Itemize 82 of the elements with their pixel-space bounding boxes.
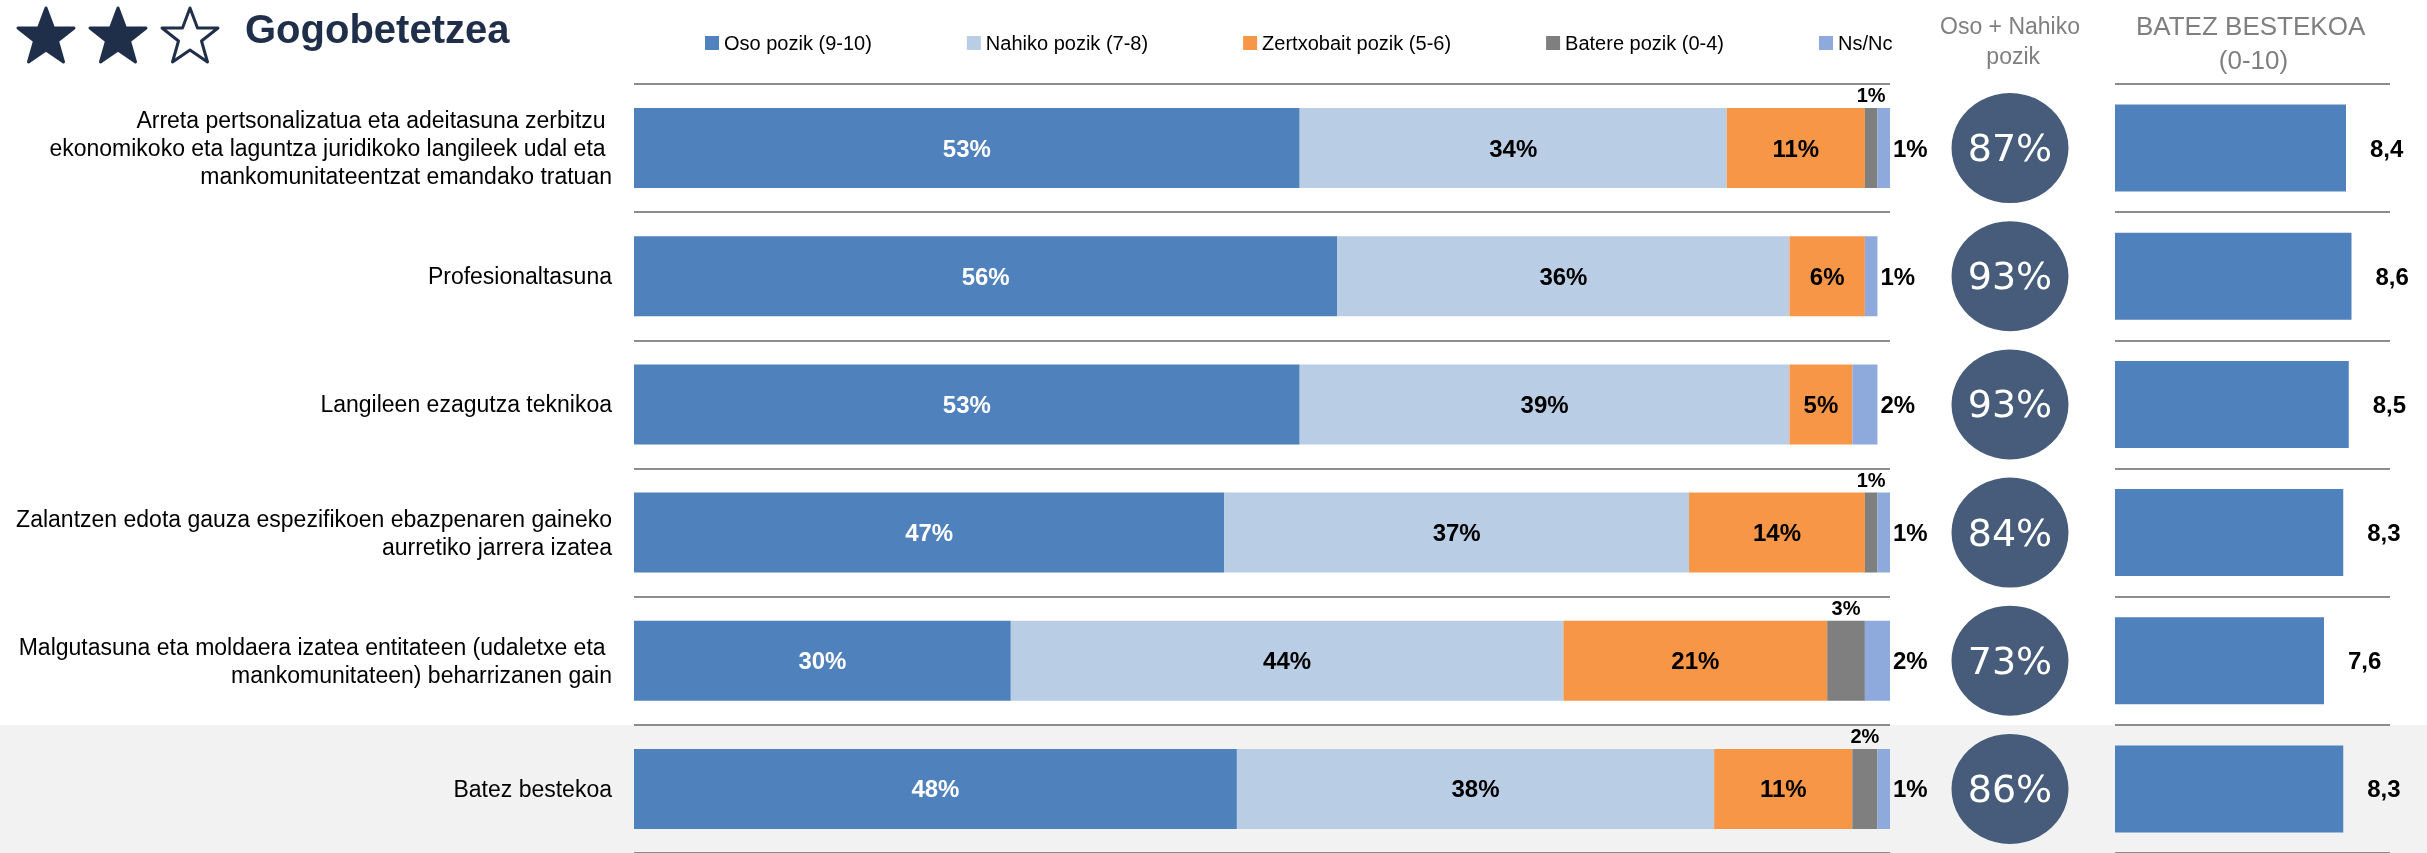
bar xyxy=(1852,748,1878,829)
y-tick-label: Batez bestekoa xyxy=(453,775,613,802)
data-label: 39% xyxy=(1520,390,1569,418)
data-label: 8,3 xyxy=(2367,519,2401,547)
data-label: 8,4 xyxy=(2370,134,2405,162)
data-label: 1% xyxy=(1856,84,1886,107)
bar xyxy=(1864,492,1878,573)
bar xyxy=(1299,108,1727,189)
bar xyxy=(1689,492,1865,573)
data-label: 3% xyxy=(1831,596,1861,619)
data-label: 5% xyxy=(1803,390,1839,418)
bar xyxy=(1877,748,1890,829)
data-label: 36% xyxy=(1539,262,1588,290)
data-label: 93% xyxy=(1967,254,2053,299)
bar xyxy=(1726,108,1865,189)
text: Oso + Nahiko pozik xyxy=(1940,13,2080,69)
bar xyxy=(1852,364,1878,445)
data-label: 73% xyxy=(1967,638,2053,683)
bar xyxy=(634,620,1011,701)
data-label: 2% xyxy=(1880,390,1916,418)
data-label: 93% xyxy=(1967,382,2053,427)
bar xyxy=(1789,236,1865,317)
legend-label: Nahiko pozik (7-8) xyxy=(985,32,1149,54)
bar xyxy=(634,492,1225,573)
data-label: 30% xyxy=(798,647,847,675)
y-tick-label: Profesionaltasuna xyxy=(427,263,613,290)
data-label: 87% xyxy=(1967,126,2053,171)
bar xyxy=(1337,236,1790,317)
legend-label: Batere pozik (0-4) xyxy=(1565,32,1725,54)
data-label: 47% xyxy=(905,519,954,547)
bar xyxy=(1714,748,1853,829)
data-label: 44% xyxy=(1263,647,1312,675)
data-label: 53% xyxy=(942,390,991,418)
data-label: 11% xyxy=(1772,134,1820,162)
data-label: 2% xyxy=(1850,724,1880,747)
bar xyxy=(1789,364,1853,445)
data-label: 53% xyxy=(942,134,991,162)
data-label: 8,5 xyxy=(2372,390,2407,418)
data-label: 37% xyxy=(1432,519,1481,547)
data-label: 84% xyxy=(1967,510,2053,555)
data-label: 1% xyxy=(1893,134,1928,162)
legend-label: Zertxobait pozik (5-6) xyxy=(1262,32,1452,54)
data-label: 1% xyxy=(1893,519,1928,547)
bar xyxy=(1864,620,1890,701)
data-label: 48% xyxy=(911,775,960,803)
bar xyxy=(1224,492,1690,573)
bar xyxy=(634,364,1300,445)
data-label: 14% xyxy=(1752,519,1801,547)
y-tick-label: Arreta pertsonalizatua eta adeitasuna zerbitzu ekonomikoko eta laguntza juridikoko langileek udal eta mankomunitateentzat emandako tratuan xyxy=(49,107,612,190)
bar xyxy=(634,748,1237,829)
data-label: 2% xyxy=(1893,647,1928,675)
bar xyxy=(1864,108,1878,189)
data-label: 86% xyxy=(1967,766,2053,811)
bar xyxy=(634,108,1300,189)
data-label: 1% xyxy=(1893,775,1928,803)
y-tick-label: Zalantzen edota gauza espezifikoen ebazpenaren gaineko aurretiko jarrera izatea xyxy=(16,505,613,560)
data-label: 8,3 xyxy=(2367,775,2401,803)
data-label: 8,6 xyxy=(2375,262,2409,290)
y-tick-label: Malgutasuna eta moldaera izatea entitateen (udaletxe eta mankomunitateen) beharrizanen gain xyxy=(18,633,612,688)
data-label: 34% xyxy=(1489,134,1538,162)
bar xyxy=(1877,492,1890,573)
data-label: 56% xyxy=(961,262,1010,290)
bar xyxy=(1299,364,1790,445)
data-label: 7,6 xyxy=(2348,647,2382,675)
bar xyxy=(1877,108,1890,189)
bar xyxy=(1236,748,1715,829)
chart-title: BATEZ BESTEKOA (0-10) xyxy=(2135,11,2372,75)
bar xyxy=(1010,620,1564,701)
y-tick-label: Langileen ezagutza teknikoa xyxy=(320,391,613,418)
data-label: 11% xyxy=(1759,775,1807,803)
legend-label: Oso pozik (9-10) xyxy=(724,32,872,54)
bar xyxy=(1563,620,1828,701)
data-label: 38% xyxy=(1451,775,1500,803)
legend-label: Ns/Nc xyxy=(1838,32,1893,54)
data-label: 21% xyxy=(1671,647,1720,675)
chart-title: Gogobetetzea xyxy=(245,7,511,51)
bar xyxy=(1864,236,1878,317)
data-label: 1% xyxy=(1880,262,1916,290)
data-label: 6% xyxy=(1809,262,1845,290)
bar xyxy=(1827,620,1865,701)
bar xyxy=(634,236,1338,317)
data-label: 1% xyxy=(1856,468,1886,491)
